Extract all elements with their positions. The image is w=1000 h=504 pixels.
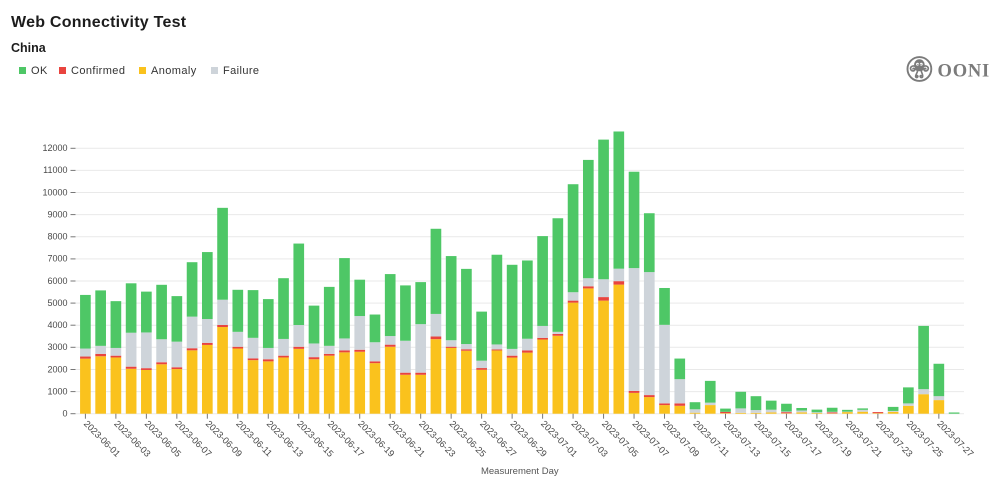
svg-text:Measurement Day: Measurement Day — [481, 466, 559, 477]
svg-text:12000: 12000 — [42, 143, 67, 153]
svg-text:8000: 8000 — [47, 232, 67, 242]
svg-text:3000: 3000 — [47, 342, 67, 352]
svg-text:6000: 6000 — [47, 276, 67, 286]
svg-text:2000: 2000 — [47, 364, 67, 374]
svg-text:4000: 4000 — [47, 320, 67, 330]
svg-text:9000: 9000 — [47, 209, 67, 219]
svg-text:5000: 5000 — [47, 298, 67, 308]
svg-text:7000: 7000 — [47, 254, 67, 264]
svg-text:11000: 11000 — [43, 165, 67, 175]
svg-text:1000: 1000 — [47, 386, 67, 396]
svg-text:OONI: OONI — [938, 61, 991, 81]
svg-text:10000: 10000 — [42, 187, 67, 197]
svg-text:0: 0 — [62, 409, 67, 419]
